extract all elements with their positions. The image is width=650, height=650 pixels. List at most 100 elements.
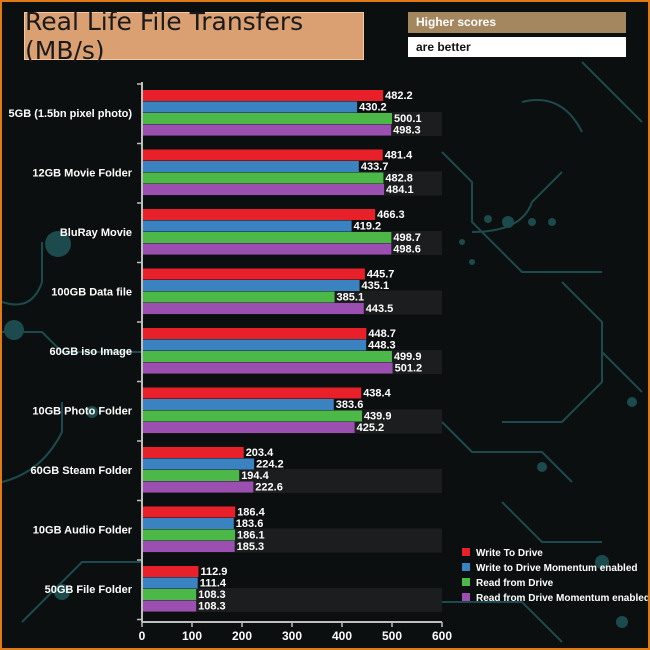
legend-entry: Write to Drive Momentum enabled xyxy=(476,563,638,574)
data-label: 111.4 xyxy=(200,578,227,590)
bar xyxy=(142,529,236,541)
data-label: 419.2 xyxy=(354,221,382,233)
category-label: 50GB File Folder xyxy=(45,584,133,596)
circuit-node xyxy=(595,555,609,569)
bar xyxy=(142,184,385,195)
bar xyxy=(142,291,335,303)
bar xyxy=(142,589,197,600)
bar xyxy=(142,447,244,458)
data-label: 425.2 xyxy=(357,422,385,434)
legend-swatch xyxy=(462,563,470,571)
bar xyxy=(142,339,367,351)
circuit-node xyxy=(45,231,71,257)
bar xyxy=(142,172,384,184)
legend: Write To Drive Write to Drive Momentum en… xyxy=(462,548,648,604)
data-label: 499.9 xyxy=(394,351,422,363)
category-label: 60GB Steam Folder xyxy=(31,465,133,477)
category-label: 10GB Photo Folder xyxy=(32,406,132,418)
bar xyxy=(142,268,365,280)
circuit-node xyxy=(548,218,556,226)
x-tick-label: 400 xyxy=(332,629,352,643)
note-higher-scores: Higher scores xyxy=(408,12,626,33)
data-label: 224.2 xyxy=(256,459,284,471)
circuit-trace xyxy=(21,561,142,623)
bar xyxy=(142,328,367,339)
circuit-node xyxy=(537,462,547,472)
data-label: 194.4 xyxy=(241,470,269,482)
data-label: 500.1 xyxy=(394,113,422,125)
bar xyxy=(142,541,235,552)
data-label: 466.3 xyxy=(377,209,405,221)
bar xyxy=(142,577,198,589)
category-label: BluRay Movie xyxy=(60,227,132,239)
data-label: 448.7 xyxy=(368,328,396,340)
circuit-node xyxy=(86,406,98,418)
circuit-node xyxy=(502,216,514,228)
legend-swatch xyxy=(462,578,470,586)
circuit-node xyxy=(616,616,628,628)
data-label: 433.7 xyxy=(361,161,389,173)
data-label: 112.9 xyxy=(200,566,227,578)
circuit-trace xyxy=(442,601,563,643)
data-label: 203.4 xyxy=(246,447,274,459)
data-label: 484.1 xyxy=(386,184,414,196)
circuit-trace xyxy=(441,151,602,273)
bar xyxy=(142,600,197,612)
data-label: 438.4 xyxy=(363,388,391,400)
x-tick-label: 0 xyxy=(139,629,146,643)
data-label: 443.5 xyxy=(366,303,394,315)
data-label: 448.3 xyxy=(368,340,396,352)
bar xyxy=(142,399,334,410)
data-label: 186.1 xyxy=(237,530,265,542)
bar xyxy=(142,506,236,518)
data-label: 445.7 xyxy=(367,269,395,281)
legend-swatch xyxy=(462,548,470,556)
bar xyxy=(142,387,362,399)
data-label: 435.1 xyxy=(362,280,390,292)
data-label: 482.8 xyxy=(385,173,413,185)
bar xyxy=(142,458,255,470)
note-are-better: are better xyxy=(408,37,626,57)
circuit-node xyxy=(4,320,24,340)
category-label: 12GB Movie Folder xyxy=(32,168,132,180)
x-tick-label: 200 xyxy=(232,629,252,643)
bar xyxy=(142,149,383,161)
circuit-trace xyxy=(2,242,43,306)
data-label: 439.9 xyxy=(364,411,392,423)
data-label: 183.6 xyxy=(236,518,264,530)
bar xyxy=(142,113,393,124)
bar xyxy=(142,232,392,243)
bar xyxy=(142,351,392,362)
bar xyxy=(142,124,392,136)
category-label: 5GB (1.5bn pixel photo) xyxy=(9,108,133,120)
circuit-node xyxy=(469,259,475,265)
circuit-node xyxy=(528,218,536,226)
circuit-trace xyxy=(521,99,583,133)
data-label: 108.3 xyxy=(198,601,226,613)
circuit-node xyxy=(459,239,465,245)
bar xyxy=(142,566,199,577)
data-label: 481.4 xyxy=(385,150,413,162)
data-label: 498.7 xyxy=(393,232,421,244)
data-label: 383.6 xyxy=(336,399,364,411)
category-label: 60GB iso Image xyxy=(49,346,132,358)
data-label: 482.2 xyxy=(385,90,413,102)
circuit-node xyxy=(484,215,492,223)
category-label: 10GB Audio Folder xyxy=(33,525,133,537)
bar xyxy=(142,362,393,374)
bar xyxy=(142,518,234,529)
data-label: 501.2 xyxy=(395,363,423,375)
circuit-background xyxy=(2,61,643,643)
bar xyxy=(142,243,392,255)
x-tick-label: 300 xyxy=(282,629,302,643)
bar xyxy=(142,220,352,232)
bar xyxy=(142,280,360,291)
circuit-trace xyxy=(581,61,643,123)
circuit-trace xyxy=(2,402,63,483)
data-label: 430.2 xyxy=(359,102,387,114)
data-label: 498.6 xyxy=(393,244,421,256)
x-tick-label: 600 xyxy=(432,629,452,643)
circuit-trace xyxy=(471,171,563,233)
